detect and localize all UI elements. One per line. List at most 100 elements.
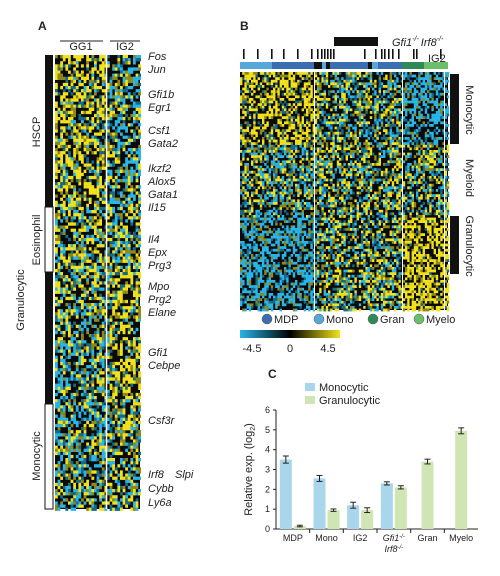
heatmap-a-cell	[122, 399, 126, 403]
heatmap-b-cell	[352, 74, 355, 78]
heatmap-b-cell	[328, 157, 331, 161]
heatmap-a-cell	[96, 89, 100, 93]
heatmap-a-cell	[99, 414, 102, 418]
heatmap-a-cell	[62, 117, 66, 121]
heatmap-b-cell	[427, 82, 430, 86]
heatmap-a-cell	[127, 284, 131, 288]
heatmap-a-cell	[75, 95, 79, 99]
heatmap-b-cell	[427, 152, 430, 156]
heatmap-a-cell	[101, 445, 105, 449]
heatmap-a-cell	[68, 210, 71, 214]
heatmap-b-cell	[286, 111, 289, 114]
heatmap-b-cell	[380, 108, 384, 112]
heatmap-b-cell	[365, 155, 368, 158]
heatmap-b-cell	[422, 116, 425, 119]
heatmap-b-cell	[361, 155, 364, 158]
heatmap-a-cell	[120, 284, 123, 288]
heatmap-b-cell	[279, 118, 282, 122]
heatmap-b-cell	[248, 100, 252, 104]
heatmap-b-cell	[427, 105, 430, 109]
heatmap-b-cell	[391, 111, 395, 114]
heatmap-b-cell	[339, 85, 342, 88]
heatmap-a-cell	[117, 371, 121, 375]
heatmap-b-cell	[277, 155, 280, 158]
heatmap-a-cell	[62, 321, 66, 325]
heatmap-a-cell	[122, 107, 126, 111]
sample-tick	[384, 49, 386, 59]
heatmap-a-cell	[78, 175, 82, 180]
heatmap-a-cell	[133, 241, 136, 245]
heatmap-a-cell	[68, 203, 71, 208]
heatmap-a-cell	[96, 163, 100, 167]
heatmap-a-cell	[65, 312, 69, 316]
heatmap-a-cell	[96, 148, 100, 152]
heatmap-a-cell	[114, 467, 118, 471]
heatmap-b-cell	[266, 121, 269, 125]
heatmap-a-cell	[94, 389, 97, 394]
heatmap-a-cell	[73, 396, 76, 400]
heatmap-a-cell	[91, 117, 95, 121]
heatmap-b-cell	[308, 98, 311, 101]
heatmap-b-cell	[422, 98, 425, 101]
heatmap-a-cell	[55, 284, 58, 288]
heatmap-b-cell	[325, 74, 329, 78]
heatmap-b-cell	[358, 105, 362, 109]
heatmap-a-cell	[127, 476, 131, 480]
heatmap-a-cell	[130, 507, 134, 511]
heatmap-a-cell	[135, 467, 139, 471]
heatmap-a-cell	[62, 439, 66, 443]
heatmap-b-cell	[402, 152, 406, 156]
heatmap-a-cell	[86, 489, 89, 493]
heatmap-b-cell	[418, 118, 421, 122]
heatmap-b-cell	[435, 157, 439, 161]
heatmap-b-cell	[407, 129, 410, 132]
heatmap-b-cell	[383, 155, 386, 158]
heatmap-a-cell	[101, 312, 105, 316]
heatmap-a-cell	[109, 197, 113, 201]
heatmap-a-cell	[83, 293, 87, 297]
heatmap-a-cell	[133, 377, 136, 381]
heatmap-b-cell	[306, 129, 309, 132]
heatmap-a-cell	[60, 203, 63, 208]
heatmap-a-cell	[68, 154, 71, 158]
heatmap-b-cell	[400, 139, 403, 143]
heatmap-b-cell	[420, 92, 423, 96]
heatmap-b-cell	[431, 92, 434, 96]
heatmap-b-cell	[378, 79, 381, 83]
heatmap-a-cell	[122, 169, 126, 173]
heatmap-a-cell	[81, 222, 84, 226]
heatmap-b-cell	[286, 103, 289, 106]
heatmap-b-cell	[308, 160, 311, 164]
heatmap-a-cell	[112, 423, 115, 428]
heatmap-b-cell	[286, 113, 289, 117]
heatmap-a-cell	[73, 507, 76, 511]
heatmap-a-cell	[83, 470, 87, 474]
heatmap-a-cell	[117, 414, 121, 418]
heatmap-b-cell	[253, 131, 256, 135]
heatmap-b-cell	[444, 126, 447, 130]
heatmap-a-cell	[125, 272, 128, 276]
heatmap-a-cell	[138, 129, 141, 133]
heatmap-a-cell	[60, 377, 63, 381]
heatmap-a-cell	[65, 76, 69, 80]
heatmap-b-cell	[345, 74, 348, 78]
heatmap-a-cell	[73, 234, 76, 239]
heatmap-a-cell	[125, 225, 128, 229]
heatmap-b-cell	[365, 74, 368, 78]
heatmap-b-cell	[332, 144, 335, 148]
heatmap-a-cell	[62, 262, 66, 266]
heatmap-b-cell	[284, 139, 287, 143]
heatmap-a-cell	[109, 154, 113, 158]
heatmap-a-cell	[96, 340, 100, 344]
heatmap-b-cell	[402, 129, 406, 132]
heatmap-b-cell	[416, 131, 419, 135]
heatmap-b-cell	[446, 105, 450, 109]
heatmap-b-cell	[365, 87, 368, 91]
heatmap-b-cell	[339, 79, 342, 83]
heatmap-a-cell	[109, 365, 113, 369]
heatmap-b-cell	[442, 147, 445, 151]
heatmap-a-cell	[68, 439, 71, 443]
heatmap-b-cell	[365, 152, 368, 156]
heatmap-a-cell	[57, 141, 61, 146]
heatmap-b-cell	[264, 77, 267, 80]
